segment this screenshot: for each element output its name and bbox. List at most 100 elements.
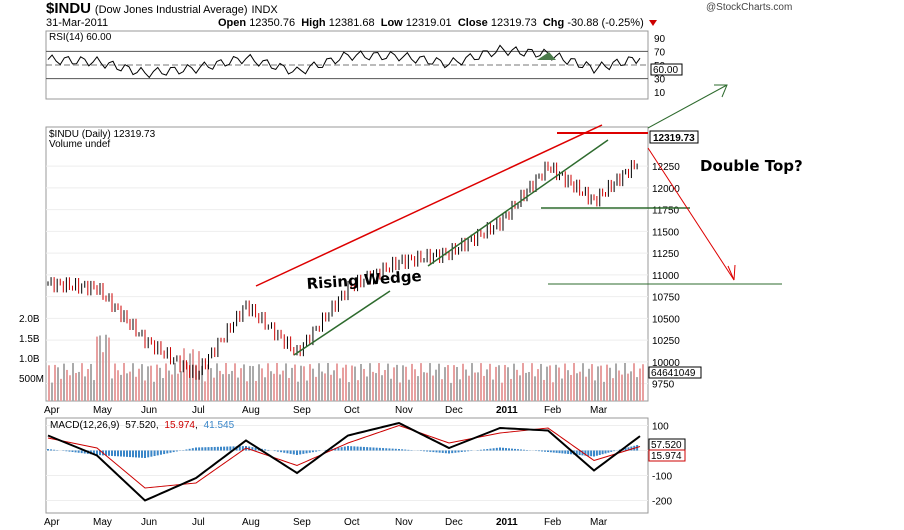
ohlc-line: Open 12350.76 High 12381.68 Low 12319.01… xyxy=(218,17,657,29)
volume-bar xyxy=(315,376,317,401)
volume-bar xyxy=(480,363,482,401)
volume-bar xyxy=(321,371,323,401)
volume-bar xyxy=(261,368,263,401)
volume-bar xyxy=(60,378,62,401)
macd-label: MACD(12,26,9) xyxy=(50,420,119,431)
volume-bar xyxy=(237,377,239,401)
macd-tick-label: 100 xyxy=(652,422,669,433)
rsi-tick-label: 10 xyxy=(654,88,666,99)
volume-bar xyxy=(225,363,227,401)
volume-bar xyxy=(366,376,368,401)
price-tick-label: 10250 xyxy=(652,336,680,347)
volume-bar xyxy=(642,364,644,401)
open-value: 12350.76 xyxy=(249,17,296,29)
volume-bar xyxy=(252,366,254,401)
macd-label-group: MACD(12,26,9) 57.520, 15.974, 41.545 xyxy=(50,420,235,431)
volume-bar xyxy=(195,365,197,401)
rsi-tick-label: 90 xyxy=(654,34,666,45)
volume-bar xyxy=(279,374,281,401)
x-tick-label: Jun xyxy=(141,517,157,528)
volume-bar xyxy=(153,381,155,401)
volume-bar xyxy=(429,363,431,401)
volume-bar xyxy=(87,369,89,401)
volume-bar xyxy=(561,378,563,401)
volume-bar xyxy=(609,367,611,401)
price-tick-label: 12000 xyxy=(652,184,680,195)
volume-bar xyxy=(378,363,380,401)
last-price: 12319.73 xyxy=(653,133,695,144)
volume-bar xyxy=(84,376,86,401)
volume-bar xyxy=(531,363,533,401)
volume-bar xyxy=(234,363,236,401)
volume-bar xyxy=(318,363,320,401)
rsi-tick-label: 70 xyxy=(654,47,666,58)
volume-bar xyxy=(450,382,452,401)
x-tick-label: 2011 xyxy=(496,405,518,416)
volume-bar xyxy=(468,375,470,401)
volume-bar xyxy=(558,367,560,401)
volume-bar xyxy=(51,382,53,401)
volume-bar xyxy=(258,364,260,401)
volume-bar xyxy=(438,363,440,401)
high-label: High xyxy=(301,17,326,29)
volume-bar xyxy=(390,378,392,401)
volume-bar xyxy=(525,372,527,401)
volume-bar xyxy=(504,364,506,401)
volume-bar xyxy=(282,370,284,401)
volume-bar xyxy=(444,367,446,401)
volume-bar xyxy=(336,363,338,401)
volume-bar xyxy=(129,371,131,401)
volume-bar xyxy=(570,374,572,401)
volume-bar xyxy=(96,336,98,401)
volume-bar xyxy=(585,376,587,401)
volume-bar xyxy=(147,366,149,401)
volume-bar xyxy=(393,367,395,401)
volume-bar xyxy=(447,365,449,401)
volume-bar xyxy=(171,374,173,401)
volume-bar xyxy=(402,365,404,401)
volume-bar xyxy=(138,368,140,401)
volume-bar xyxy=(219,370,221,401)
close-value: 12319.73 xyxy=(490,17,537,29)
volume-bar xyxy=(93,380,95,401)
volume-bar xyxy=(633,363,635,401)
volume-bar xyxy=(186,362,188,401)
last-volume: 64641049 xyxy=(651,368,696,379)
macd-panel xyxy=(45,417,649,514)
volume-bar xyxy=(204,381,206,401)
chart-date: 31-Mar-2011 xyxy=(46,17,109,29)
exchange: INDX xyxy=(251,4,278,16)
x-tick-label: Nov xyxy=(395,405,413,416)
chart-title: $INDU (Dow Jones Industrial Average) IND… xyxy=(46,0,278,17)
volume-tick-label: 500M xyxy=(19,374,44,385)
volume-bar xyxy=(243,364,245,401)
volume-bar xyxy=(240,368,242,401)
last-price-box xyxy=(649,130,699,144)
volume-bar xyxy=(312,368,314,401)
signal-value: 15.974 xyxy=(164,420,195,431)
volume-bar xyxy=(105,334,107,401)
volume-bar xyxy=(471,363,473,401)
volume-bar xyxy=(48,365,50,401)
x-tick-label: Jun xyxy=(141,405,157,416)
volume-bar xyxy=(222,374,224,401)
price-panel xyxy=(45,126,649,402)
volume-bar xyxy=(597,366,599,401)
price-tick-label: 11000 xyxy=(652,271,680,282)
volume-bar xyxy=(477,372,479,401)
volume-bar xyxy=(249,365,251,401)
volume-bar xyxy=(546,366,548,401)
rsi-label: RSI(14) 60.00 xyxy=(49,32,112,43)
rsi-tick-label: 30 xyxy=(654,75,666,86)
volume-bar xyxy=(567,370,569,401)
rsi-last-value: 60.00 xyxy=(653,65,678,76)
volume-bar xyxy=(399,382,401,401)
volume-bar xyxy=(534,376,536,401)
double-top-label: Double Top? xyxy=(700,157,803,175)
volume-bar xyxy=(255,380,257,401)
x-tick-label: Feb xyxy=(544,517,562,528)
x-tick-label: Nov xyxy=(395,517,413,528)
volume-bar xyxy=(231,370,233,401)
price-tick-label: 11500 xyxy=(652,227,680,238)
